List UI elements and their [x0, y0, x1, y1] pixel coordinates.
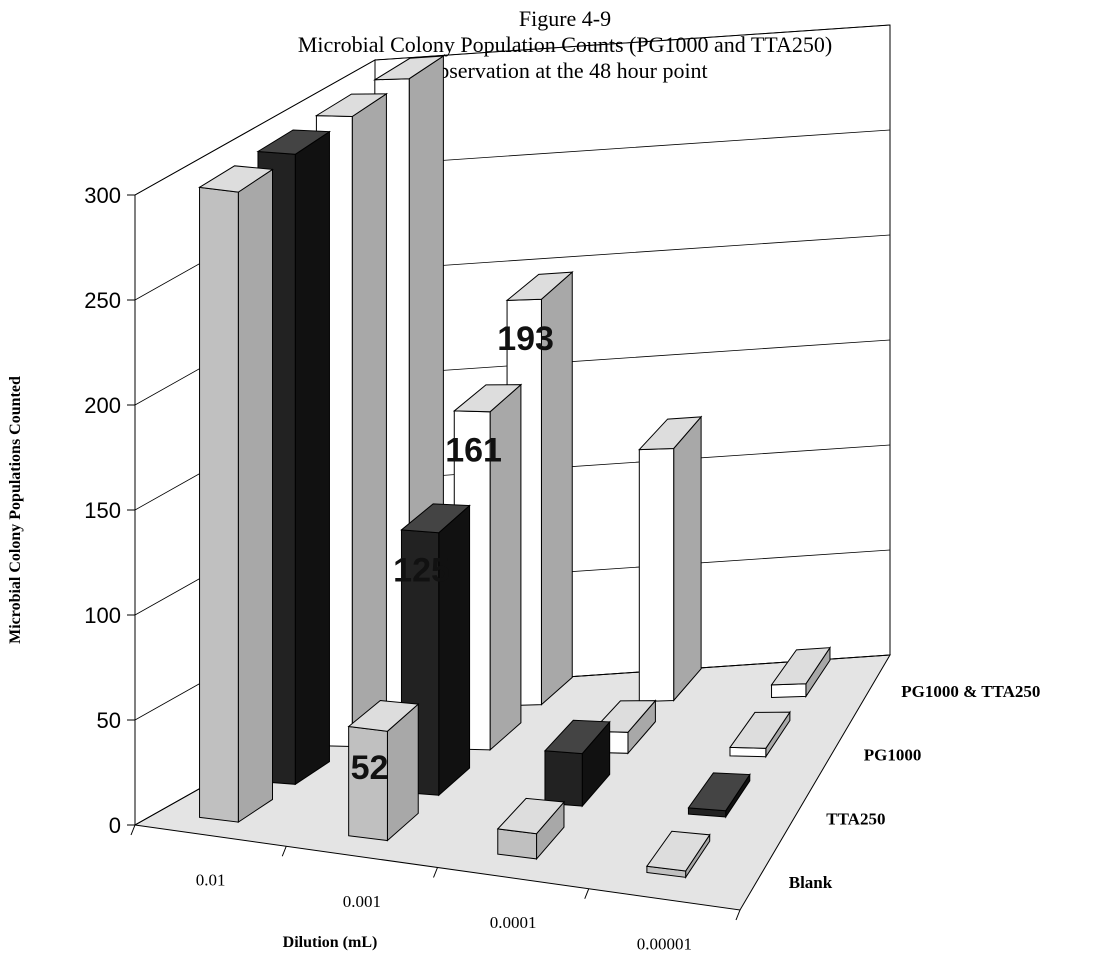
x-tick-label: 0.01 [196, 871, 226, 890]
bar-top [314, 93, 389, 118]
bar [687, 772, 751, 819]
y-tick-label: 300 [84, 183, 121, 208]
bar [198, 165, 274, 824]
bar-top [505, 271, 574, 301]
bar-front [638, 447, 675, 703]
y-tick-label: 150 [84, 498, 121, 523]
bar-top [496, 797, 565, 835]
bar-side [294, 130, 330, 786]
x-tick-label: 0.001 [343, 892, 381, 911]
x-axis-label: Dilution (mL) [283, 934, 378, 951]
bar-side [351, 92, 387, 748]
legend-label: TTA250 [826, 809, 885, 828]
bar-front [729, 746, 767, 758]
y-axis-label: Microbial Colony Populations Counted [7, 376, 24, 644]
bar-side [438, 504, 471, 797]
bar-front [771, 683, 807, 698]
bar-top [687, 772, 751, 812]
x-tick [130, 824, 136, 836]
bar [645, 830, 711, 879]
legend-label: PG1000 [864, 746, 922, 765]
bar [347, 699, 420, 842]
bar-top [638, 416, 703, 451]
bar-front [544, 750, 583, 807]
y-tick-label: 250 [84, 288, 121, 313]
legend-label: PG1000 & TTA250 [901, 682, 1040, 701]
bar [543, 719, 611, 808]
x-tick-label: 0.00001 [637, 934, 692, 953]
chart-subtitle: Observation at the 48 hour point [422, 58, 707, 83]
bar-top [372, 55, 446, 81]
y-tick-label: 200 [84, 393, 121, 418]
bar-top [198, 165, 274, 193]
x-tick [584, 888, 590, 899]
x-tick [281, 846, 287, 857]
bar-side [673, 415, 702, 702]
bar [770, 645, 831, 699]
bar [729, 710, 791, 759]
bar-top [770, 647, 831, 686]
bar-top [347, 699, 420, 732]
data-label: 125 [393, 551, 450, 589]
bar-top [645, 830, 711, 872]
bar [638, 415, 703, 703]
chart-subtitle: Microbial Colony Population Counts (PG10… [298, 32, 832, 57]
x-tick-label: 0.0001 [490, 913, 537, 932]
data-label: 52 [351, 749, 389, 787]
x-tick [735, 909, 741, 921]
data-label: 193 [497, 320, 554, 358]
grid-line [134, 24, 891, 196]
x-tick [433, 867, 438, 878]
bar-top [729, 711, 791, 749]
legend-label: Blank [789, 873, 833, 892]
chart-title: Figure 4-9 [519, 6, 611, 31]
bar-top [543, 719, 611, 755]
bar-top [452, 384, 523, 413]
y-tick-label: 0 [109, 813, 121, 838]
bar-top [256, 129, 332, 155]
y-tick-label: 100 [84, 603, 121, 628]
bar [496, 797, 565, 861]
bar-top [400, 503, 471, 534]
data-label: 161 [445, 431, 502, 469]
bar-front [199, 186, 239, 823]
bar-side [237, 168, 273, 824]
y-tick-label: 50 [97, 708, 121, 733]
